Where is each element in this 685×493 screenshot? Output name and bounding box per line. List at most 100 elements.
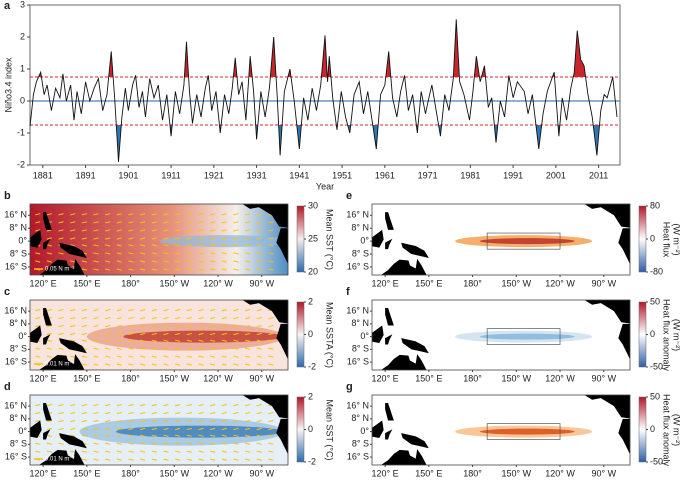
wind-arrow [151,244,157,247]
wind-arrow [128,450,134,453]
y-tick-label: 16° N [4,210,27,220]
wind-arrow [210,324,216,328]
y-tick-label: 0° [18,426,27,436]
y-tick-label: 16° S [5,356,27,366]
wind-arrow [70,419,76,423]
land [374,449,427,465]
wind-arrow [210,419,216,423]
wind-arrow [151,213,157,216]
wind-arrow [128,252,134,255]
wind-arrow [93,268,99,271]
wind-arrow [256,347,262,350]
wind-arrow [140,347,146,350]
wind-arrow [128,363,134,366]
colorbar-tick-label: 2 [308,391,313,401]
wind-arrow [128,355,134,358]
x-tick-label: 120° E [30,373,57,383]
wind-arrow [163,317,169,320]
map-frame [29,203,289,276]
panel-letter: c [4,286,10,298]
colorbar-tick-label: -50 [650,456,663,466]
land [385,212,394,230]
wind-arrow [140,450,146,453]
wind-arrow [93,324,99,328]
wind-arrow [58,332,64,336]
wind-arrow [81,213,87,216]
wind-arrow [81,419,87,423]
wind-arrow [186,347,192,350]
wind-arrow [198,252,204,255]
wind-arrow [81,450,87,453]
wind-arrow [116,355,122,358]
wind-arrow [186,213,192,216]
wind-arrow [198,237,204,240]
wind-arrow [81,412,87,415]
wind-arrow [58,419,64,423]
wind-arrow [128,427,134,431]
colorbar-label: Mean SSTA (°C) [325,302,335,368]
x-tick-label: 1951 [332,170,352,180]
colorbar-tick-label: -50 [650,361,663,371]
wind-arrow [268,260,274,263]
y-tick-label: 8° S [352,439,369,449]
wind-arrow [58,213,64,216]
wind-arrow [151,309,157,312]
wind-arrow [198,450,204,453]
land [385,307,394,326]
land [401,433,429,449]
wind-arrow [163,450,169,453]
y-tick-label: 1 [20,63,25,73]
panel-letter: a [4,0,11,12]
y-axis-label: Niño3.4 index [3,57,13,113]
x-tick-label: 120° W [203,278,233,288]
wind-arrow [163,419,169,423]
wind-arrow [268,332,274,336]
panel-letter: e [346,190,352,202]
wind-arrow [256,339,262,342]
x-tick-label: 120° E [30,278,57,288]
wind-arrow [198,355,204,358]
wind-arrow [128,221,134,224]
y-tick-label: 0° [360,331,369,341]
wind-arrow [256,419,262,423]
wind-arrow [198,434,204,437]
wind-arrow [140,427,146,431]
wind-arrow [93,244,99,247]
wind-arrow [221,260,227,263]
wind-arrow [198,229,204,232]
wind-arrow [221,434,227,437]
wind-arrow [175,404,181,407]
y-tick-label: 8° S [10,439,27,449]
map-field [372,204,630,275]
y-tick-label: 16° N [346,306,369,316]
wind-arrow [116,347,122,350]
x-tick-label: 90° W [249,468,274,478]
colorbar-label: (W m⁻²) [672,414,682,446]
wind-arrow [186,355,192,358]
wind-arrow [210,237,216,240]
map-frame [29,299,289,371]
wind-arrow [81,458,87,461]
wind-arrow [163,434,169,437]
wind-arrow [116,339,122,342]
wind-arrow [70,309,76,312]
colorbar-tick-label: -2 [308,361,316,371]
wind-arrow [140,458,146,461]
wind-arrow [186,404,192,407]
wind-arrow [140,419,146,423]
wind-arrow [140,332,146,336]
wind-arrow [151,260,157,263]
wind-arrow [105,434,111,437]
wind-arrow [186,268,192,271]
land [618,228,630,265]
wind-arrow [116,419,122,423]
wind-arrow [151,324,157,328]
wind-arrow [186,221,192,224]
wind-arrow [198,213,204,216]
wind-arrow [233,332,239,336]
wind-arrow [233,244,239,247]
wind-arrow [116,221,122,224]
land [385,429,393,440]
y-tick-label: 16° N [346,210,369,220]
